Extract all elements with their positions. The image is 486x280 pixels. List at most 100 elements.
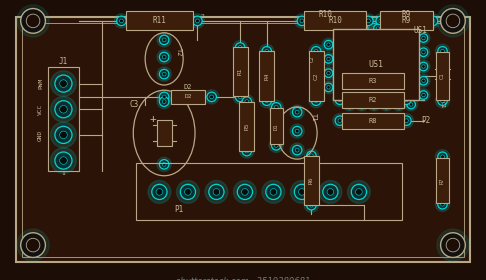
Bar: [342, 73, 404, 89]
Text: C2: C2: [313, 72, 319, 80]
Circle shape: [426, 14, 440, 28]
Text: R8: R8: [369, 118, 378, 124]
Circle shape: [441, 99, 444, 102]
Circle shape: [419, 34, 428, 42]
Circle shape: [293, 145, 302, 155]
Text: C1: C1: [440, 73, 445, 79]
Circle shape: [385, 103, 388, 106]
Circle shape: [417, 88, 430, 101]
Circle shape: [374, 14, 388, 28]
Circle shape: [265, 99, 269, 102]
Circle shape: [431, 19, 435, 23]
Circle shape: [262, 46, 272, 56]
Bar: [304, 156, 319, 205]
Bar: [259, 51, 275, 101]
Bar: [239, 102, 254, 151]
Circle shape: [419, 76, 428, 85]
Circle shape: [233, 40, 247, 55]
Bar: [436, 158, 449, 203]
Circle shape: [162, 100, 166, 104]
Circle shape: [327, 86, 330, 89]
Circle shape: [347, 27, 351, 30]
Text: T1: T1: [311, 113, 317, 121]
Circle shape: [422, 65, 425, 68]
Circle shape: [438, 152, 447, 162]
Circle shape: [366, 19, 370, 23]
Circle shape: [422, 79, 425, 83]
Circle shape: [388, 24, 397, 33]
Circle shape: [314, 49, 318, 53]
Bar: [126, 11, 192, 31]
Circle shape: [310, 154, 313, 158]
Circle shape: [435, 150, 450, 164]
Circle shape: [438, 46, 447, 56]
Circle shape: [159, 97, 169, 106]
Text: C3: C3: [129, 100, 139, 109]
Text: R11: R11: [153, 17, 166, 25]
Circle shape: [192, 16, 202, 26]
Text: R4: R4: [264, 72, 269, 80]
Text: R6: R6: [309, 177, 314, 184]
Circle shape: [148, 181, 171, 203]
Circle shape: [419, 91, 428, 99]
Circle shape: [324, 83, 333, 92]
Circle shape: [300, 19, 304, 23]
Circle shape: [324, 40, 333, 49]
Circle shape: [322, 52, 335, 65]
Text: US1: US1: [368, 60, 383, 69]
Circle shape: [324, 55, 333, 63]
Text: J1: J1: [59, 57, 68, 66]
Text: P1: P1: [174, 204, 183, 213]
Circle shape: [157, 67, 171, 81]
Circle shape: [162, 162, 166, 166]
Circle shape: [295, 129, 299, 133]
Circle shape: [55, 75, 72, 92]
Circle shape: [290, 143, 304, 157]
Circle shape: [438, 199, 447, 209]
Circle shape: [343, 22, 356, 35]
Circle shape: [238, 46, 242, 49]
Text: D2: D2: [184, 94, 191, 99]
Circle shape: [438, 96, 447, 106]
Circle shape: [361, 14, 376, 28]
Circle shape: [370, 100, 379, 109]
Circle shape: [322, 81, 335, 94]
Circle shape: [304, 149, 318, 163]
Text: shutterstock.com · 2519389681: shutterstock.com · 2519389681: [176, 277, 310, 280]
Circle shape: [335, 76, 345, 85]
Bar: [333, 29, 419, 100]
Circle shape: [368, 98, 381, 111]
Circle shape: [51, 122, 76, 148]
Circle shape: [309, 44, 323, 59]
Circle shape: [359, 24, 368, 33]
Circle shape: [266, 184, 281, 199]
Text: D2: D2: [184, 84, 192, 90]
Circle shape: [162, 72, 166, 76]
Circle shape: [333, 113, 347, 128]
Circle shape: [195, 19, 199, 23]
Circle shape: [401, 116, 411, 125]
Circle shape: [351, 184, 366, 199]
Circle shape: [152, 184, 167, 199]
Circle shape: [417, 46, 430, 59]
Circle shape: [60, 80, 67, 87]
Text: VCC: VCC: [38, 104, 43, 115]
Text: US1: US1: [414, 26, 428, 35]
Circle shape: [117, 16, 126, 26]
Bar: [171, 90, 205, 104]
Circle shape: [324, 69, 333, 78]
Circle shape: [265, 49, 269, 53]
Text: C2: C2: [310, 56, 315, 62]
Circle shape: [26, 238, 40, 252]
Circle shape: [419, 48, 428, 57]
Circle shape: [17, 5, 49, 37]
Text: R3: R3: [369, 78, 378, 84]
Circle shape: [364, 16, 373, 26]
Circle shape: [51, 71, 76, 96]
Circle shape: [17, 229, 49, 261]
Circle shape: [417, 32, 430, 45]
Circle shape: [290, 124, 304, 138]
Circle shape: [441, 202, 444, 206]
Circle shape: [21, 9, 45, 33]
Circle shape: [419, 62, 428, 71]
